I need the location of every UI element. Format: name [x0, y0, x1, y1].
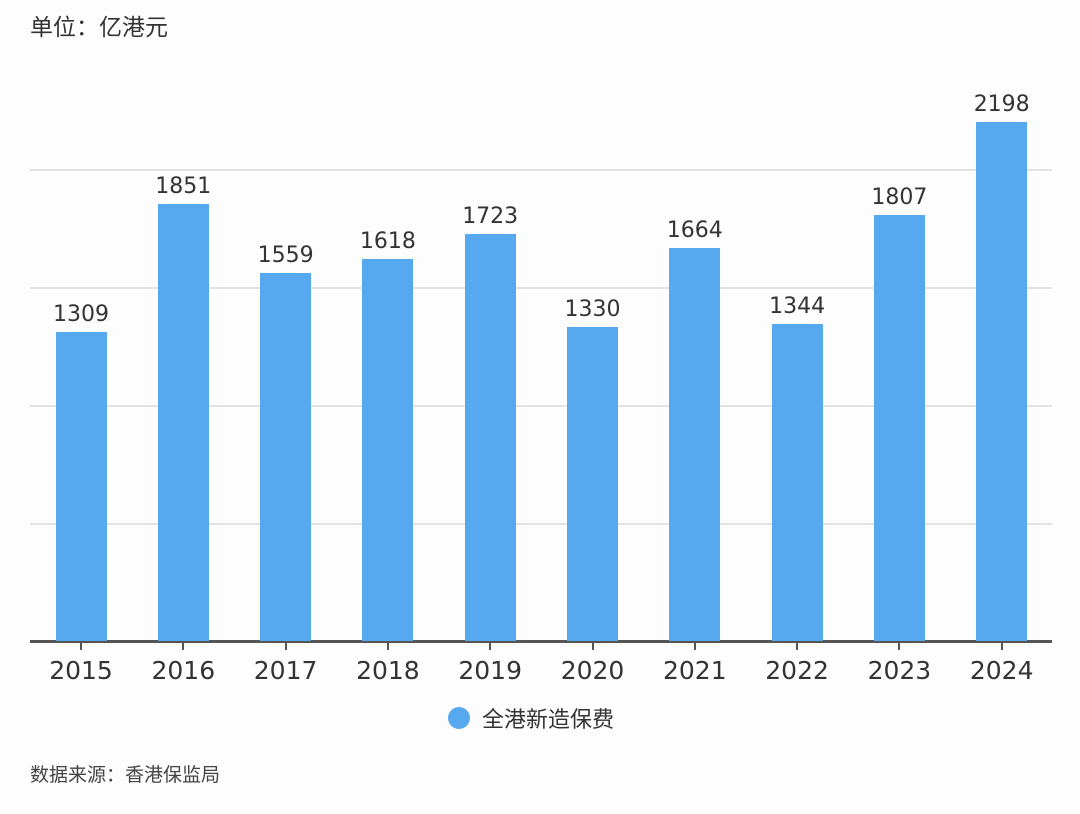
gridline [30, 287, 1052, 289]
legend-marker-icon [448, 707, 470, 729]
x-axis-label: 2022 [765, 656, 829, 685]
value-label: 1309 [53, 302, 109, 328]
value-label: 1559 [257, 243, 314, 269]
x-axis-label: 2019 [458, 656, 522, 685]
x-axis-label: 2017 [253, 656, 318, 685]
x-axis-tick [796, 642, 799, 650]
source-label: 数据来源：香港保监局 [30, 764, 221, 786]
x-axis-tick [693, 642, 696, 650]
x-axis-tick [1000, 642, 1003, 650]
x-axis-tick [182, 642, 185, 650]
x-axis-tick [591, 642, 594, 650]
bar-2021 [669, 248, 721, 641]
bar-2015 [55, 332, 107, 641]
x-axis-label: 2015 [49, 656, 113, 685]
value-label: 1851 [155, 174, 212, 200]
bar-2019 [464, 234, 516, 641]
x-axis-tick [489, 642, 492, 650]
bar-2018 [362, 259, 414, 641]
value-label: 2198 [973, 92, 1030, 118]
value-label: 1723 [462, 204, 519, 230]
x-axis-label: 2023 [867, 656, 932, 685]
value-label: 1807 [871, 184, 928, 210]
x-axis-tick [898, 642, 901, 650]
gridline [30, 405, 1052, 407]
x-axis-tick [80, 642, 82, 650]
value-label: 1618 [359, 229, 416, 255]
x-axis-label: 2021 [662, 656, 727, 685]
value-label: 1330 [564, 297, 621, 323]
value-label: 1664 [666, 218, 723, 244]
bar-2020 [567, 327, 618, 641]
legend: 全港新造保费 [448, 702, 614, 734]
gridline [30, 523, 1052, 525]
x-axis-label: 2024 [969, 656, 1034, 685]
gridline [30, 169, 1052, 171]
bar-2023 [873, 214, 925, 641]
x-axis-tick [284, 642, 287, 650]
value-label: 1344 [769, 293, 826, 319]
x-axis-label: 2018 [356, 656, 420, 685]
x-axis-label: 2020 [560, 656, 625, 685]
bar-2016 [157, 204, 209, 641]
x-axis-line [30, 640, 1052, 643]
x-axis-tick [386, 642, 389, 650]
bar-chart: 1309 2015 1851 2016 1559 2017 1618 2018 1723 2019… [30, 0, 1052, 814]
legend-label: 全港新造保费 [482, 708, 615, 733]
bar-2017 [260, 273, 312, 641]
unit-label: 单位：亿港元 [30, 15, 168, 41]
bar-2024 [976, 122, 1028, 641]
x-axis-label: 2016 [151, 656, 216, 685]
bar-2022 [771, 323, 823, 641]
